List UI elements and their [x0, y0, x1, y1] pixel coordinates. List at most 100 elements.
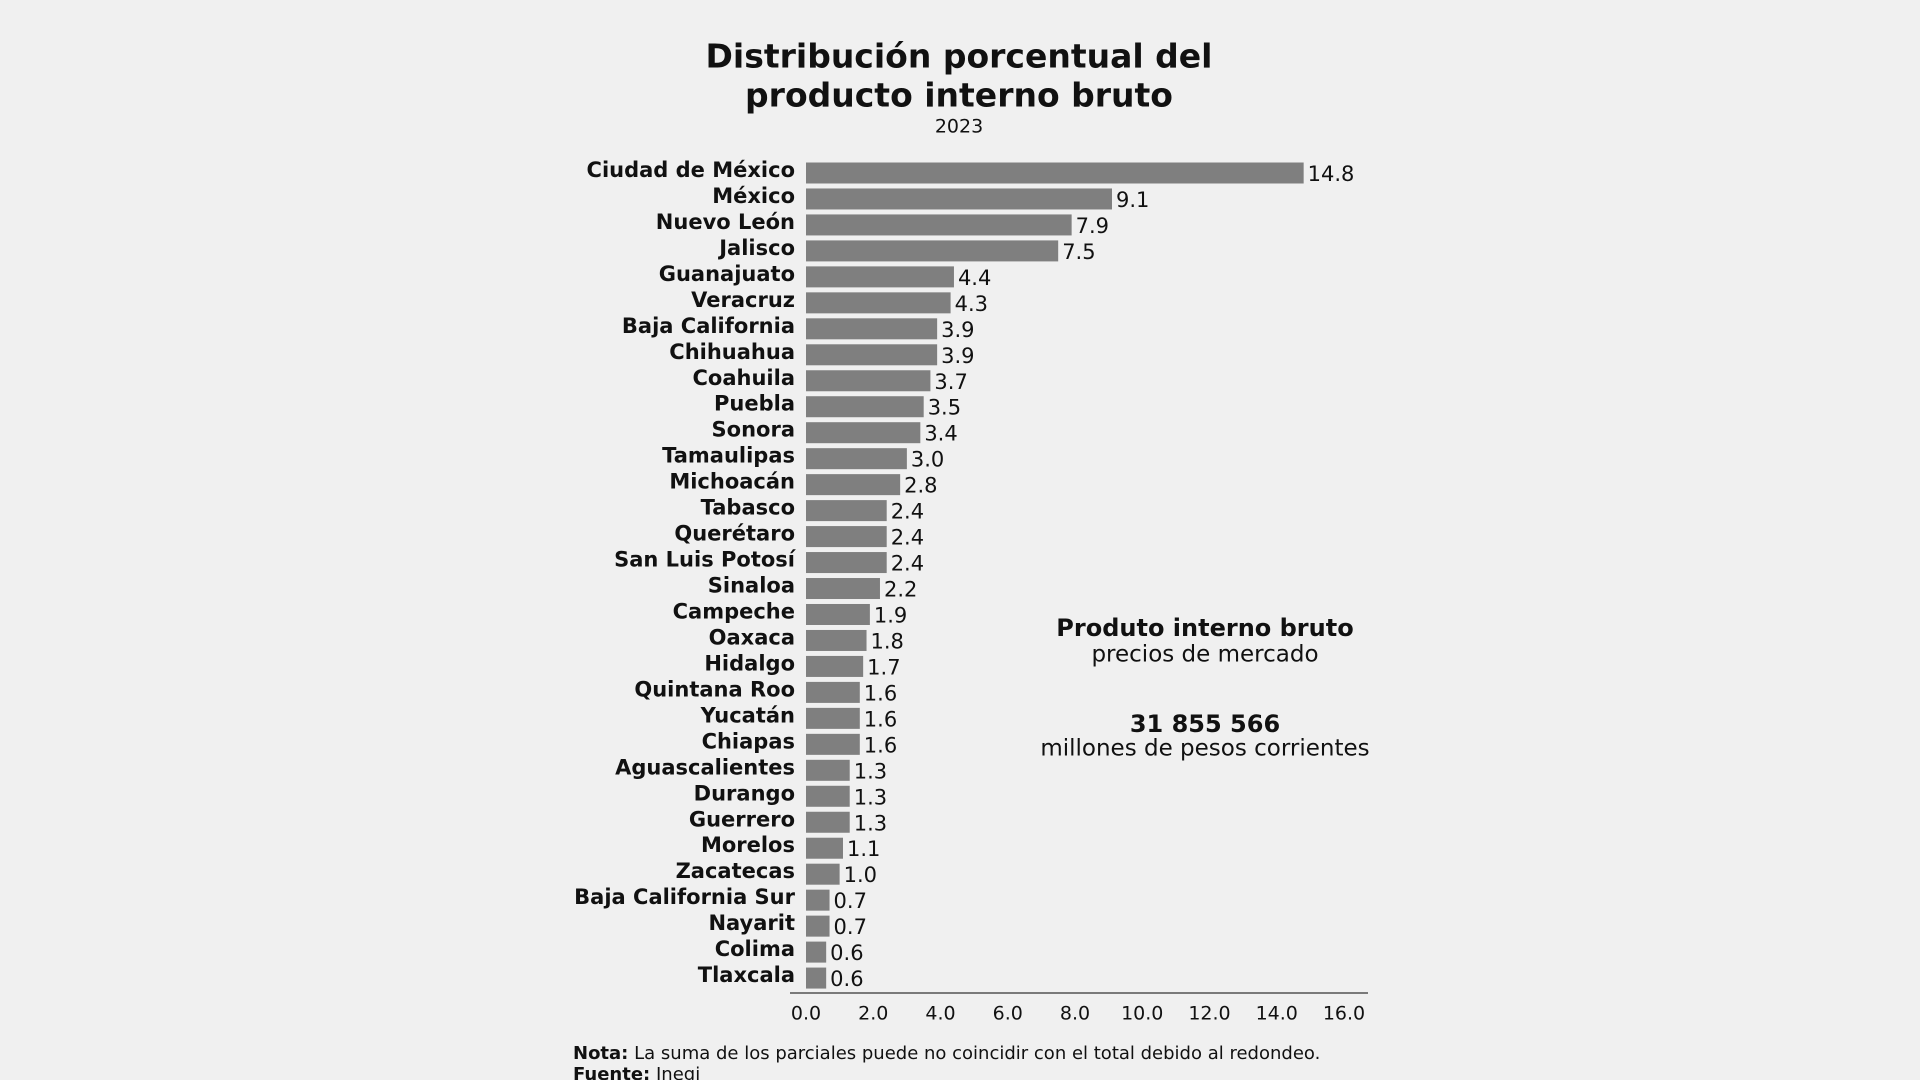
note-label: Nota:: [573, 1043, 628, 1064]
category-label: Baja California Sur: [574, 885, 795, 909]
x-tick-label: 12.0: [1188, 1003, 1230, 1025]
source-text: Inegi: [656, 1064, 700, 1080]
x-tick-label: 0.0: [791, 1003, 821, 1025]
value-label: 3.0: [911, 448, 944, 472]
bar: [806, 629, 867, 651]
value-label: 2.4: [891, 552, 924, 576]
category-label: Puebla: [714, 392, 795, 416]
bar: [806, 188, 1112, 210]
bar: [806, 448, 907, 470]
category-label: Aguascalientes: [615, 755, 795, 779]
bar: [806, 370, 931, 392]
bar: [806, 681, 860, 703]
value-label: 1.3: [854, 759, 887, 783]
value-label: 1.3: [854, 785, 887, 809]
bar: [806, 603, 870, 625]
bar: [806, 266, 954, 288]
value-label: 3.9: [941, 344, 974, 368]
note: Nota: La suma de los parciales puede no …: [573, 1043, 1320, 1064]
annotation-value: 31 855 566: [1130, 710, 1280, 738]
annotation-unit: millones de pesos corrientes: [1040, 736, 1369, 762]
value-label: 4.4: [958, 266, 991, 290]
chart-title: Distribución porcentual del: [705, 37, 1212, 76]
x-tick-label: 2.0: [858, 1003, 888, 1025]
value-label: 9.1: [1116, 188, 1149, 212]
category-label: Guerrero: [689, 807, 795, 831]
category-label: Yucatán: [700, 703, 795, 727]
category-label: Campeche: [673, 599, 795, 623]
x-tick-label: 8.0: [1060, 1003, 1090, 1025]
category-label: Nayarit: [708, 911, 795, 935]
value-label: 0.6: [830, 967, 863, 991]
category-label: Baja California: [622, 314, 795, 338]
category-label: Durango: [694, 781, 795, 805]
annotation-title: Produto interno bruto: [1056, 614, 1353, 642]
bar: [806, 552, 887, 574]
value-label: 1.8: [871, 629, 904, 653]
category-label: Jalisco: [717, 236, 795, 260]
category-label: Hidalgo: [704, 651, 795, 675]
source: Fuente: Inegi: [573, 1064, 700, 1080]
bar: [806, 500, 887, 522]
category-label: Guanajuato: [659, 262, 795, 286]
value-label: 1.9: [874, 603, 907, 627]
value-label: 1.3: [854, 811, 887, 835]
note-text: La suma de los parciales puede no coinci…: [634, 1043, 1320, 1064]
bar: [806, 655, 864, 677]
value-label: 1.6: [864, 707, 897, 731]
bar: [806, 526, 887, 548]
bar: [806, 214, 1072, 236]
bar: [806, 240, 1059, 262]
value-label: 14.8: [1308, 162, 1355, 186]
value-label: 0.7: [834, 915, 867, 939]
value-label: 2.4: [891, 526, 924, 550]
value-label: 1.0: [844, 863, 877, 887]
category-label: Ciudad de México: [587, 158, 795, 182]
bar: [806, 785, 850, 807]
bar: [806, 162, 1304, 184]
category-label: Quintana Roo: [634, 677, 795, 701]
category-label: Zacatecas: [676, 859, 795, 883]
category-label: Chihuahua: [669, 340, 795, 364]
bar: [806, 811, 850, 833]
bar: [806, 474, 901, 496]
category-label: Querétaro: [674, 522, 795, 546]
value-label: 4.3: [955, 292, 988, 316]
category-label: Nuevo León: [656, 210, 795, 234]
x-tick-label: 10.0: [1121, 1003, 1163, 1025]
bar: [806, 292, 951, 314]
value-label: 3.9: [941, 318, 974, 342]
x-tick-label: 16.0: [1323, 1003, 1365, 1025]
bar: [806, 422, 921, 444]
value-label: 2.2: [884, 578, 917, 602]
bar: [806, 396, 924, 418]
value-label: 1.6: [864, 733, 897, 757]
value-label: 2.4: [891, 500, 924, 524]
bar: [806, 733, 860, 755]
bar: [806, 318, 938, 340]
source-label: Fuente:: [573, 1064, 650, 1080]
value-label: 0.7: [834, 889, 867, 913]
category-label: Tlaxcala: [698, 963, 795, 987]
category-label: Tabasco: [701, 496, 795, 520]
bar: [806, 837, 843, 859]
value-label: 7.5: [1062, 240, 1095, 264]
category-label: México: [712, 184, 795, 208]
value-label: 3.4: [924, 422, 957, 446]
value-label: 1.1: [847, 837, 880, 861]
bar: [806, 863, 840, 885]
value-label: 3.7: [934, 370, 967, 394]
category-label: Coahuila: [693, 366, 795, 390]
category-label: San Luis Potosí: [614, 548, 797, 572]
chart-title: producto interno bruto: [745, 76, 1173, 115]
category-label: Michoacán: [669, 470, 795, 494]
annotation-subtitle: precios de mercado: [1091, 642, 1318, 668]
category-label: Morelos: [701, 833, 795, 857]
value-label: 1.7: [867, 655, 900, 679]
category-label: Colima: [715, 937, 795, 961]
value-label: 7.9: [1076, 214, 1109, 238]
bar: [806, 707, 860, 729]
category-label: Sinaloa: [708, 574, 795, 598]
